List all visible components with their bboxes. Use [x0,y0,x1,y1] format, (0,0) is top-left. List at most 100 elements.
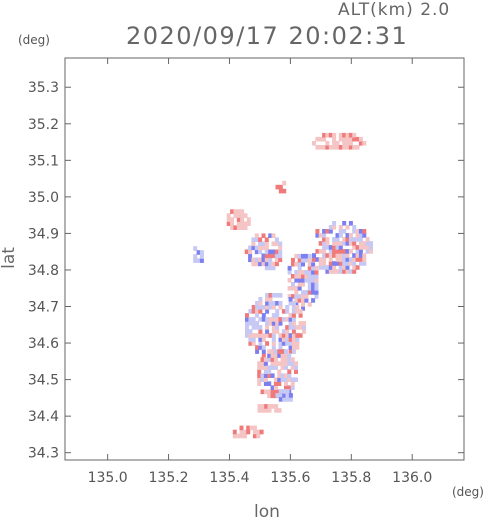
heatmap-cell [332,141,337,146]
heatmap-cell [280,373,285,378]
heatmap-cell [348,249,353,254]
heatmap-cell [281,333,286,338]
heatmap-cells [193,132,373,439]
heatmap-cell [328,269,333,274]
heatmap-cell [311,261,316,267]
heatmap-cell [261,257,266,263]
heatmap-cell [239,433,244,439]
heatmap-cell [282,180,287,186]
heatmap-cell [285,317,290,322]
heatmap-cell [332,225,337,230]
heatmap-cell [288,345,293,350]
heatmap-cell [255,313,260,318]
heatmap-cell [240,217,245,222]
heatmap-cell [240,209,245,214]
heatmap-cell [355,229,360,234]
heatmap-cell [355,257,360,262]
heatmap-cell [355,265,360,270]
heatmap-cell [348,237,353,242]
heatmap-cell [251,257,256,263]
heatmap-cell [298,313,303,318]
heatmap-cell [358,245,363,250]
heatmap-cell [352,145,357,150]
heatmap-cell [264,253,269,259]
heatmap-cell [274,257,279,263]
heatmap-cell [352,261,357,266]
heatmap-cell [268,233,273,238]
heatmap-cell [248,249,253,255]
heatmap-cell [315,249,320,254]
heatmap-cell [277,349,282,354]
heatmap-cell [338,136,343,142]
axis-ticks: 135.0 135.2 135.4 135.6 135.8 136.0 34.3 34.4 34… [28,58,464,486]
heatmap-cell [302,325,306,330]
heatmap-cell [307,265,312,271]
heatmap-cell [352,237,357,242]
heatmap-cell [281,309,286,314]
heatmap-cell [328,265,333,270]
heatmap-cell [287,270,292,275]
heatmap-cell [291,305,296,310]
heatmap-cell [271,301,276,306]
heatmap-cell [355,237,360,242]
heatmap-cell [258,345,263,350]
x-tick-label: 135.2 [149,470,189,486]
heatmap-cell [273,377,278,382]
heatmap-cell [281,337,286,342]
heatmap-cell [277,381,282,386]
heatmap-cell [260,357,265,362]
heatmap-cell [284,385,288,390]
heatmap-cell [348,141,353,146]
heatmap-cell [288,325,293,330]
heatmap-cell [348,269,353,274]
heatmap-cell [345,261,350,266]
heatmap-cell [294,361,298,366]
heatmap-cell [278,293,283,298]
heatmap-cell [352,257,357,262]
heatmap-cell [369,245,373,250]
heatmap-cell [345,132,350,138]
heatmap-cell [314,282,319,287]
heatmap-cell [342,249,347,254]
heatmap-cell [282,393,287,398]
heatmap-cell [245,333,249,338]
heatmap-cell [252,429,257,435]
heatmap-cell [311,270,316,275]
heatmap-cell [256,433,261,439]
heatmap-cell [311,286,316,291]
heatmap-cell [348,145,353,150]
heatmap-cell [261,313,266,318]
heatmap-cell [275,313,280,318]
heatmap-cell [342,269,347,274]
heatmap-cell [297,274,302,279]
heatmap-cell [264,245,269,251]
heatmap-cell [290,381,295,386]
heatmap-cell [255,305,260,310]
heatmap-cell [258,305,263,310]
heatmap-cell [342,136,347,142]
heatmap-cell [270,361,275,366]
y-axis-unit: (deg) [18,33,50,47]
heatmap-cell [362,245,367,250]
heatmap-cell [265,305,270,310]
heatmap-cell [290,385,295,390]
y-tick-label: 34.8 [28,263,59,279]
heatmap-cell [248,333,253,338]
heatmap-cell [271,313,276,318]
heatmap-cell [287,377,292,382]
heatmap-cell [258,261,263,267]
heatmap-cell [245,313,249,318]
heatmap-cell [291,325,296,330]
heatmap-cell [290,357,295,362]
heatmap-cell [232,429,237,435]
heatmap-cell [295,333,300,338]
heatmap-cell [255,333,260,338]
heatmap-cell [348,257,353,262]
heatmap-cell [288,301,293,306]
heatmap-cell [332,241,337,246]
heatmap-cell [236,217,241,222]
heatmap-cell [268,333,273,338]
heatmap-cell [257,381,262,386]
heatmap-cell [265,297,270,302]
